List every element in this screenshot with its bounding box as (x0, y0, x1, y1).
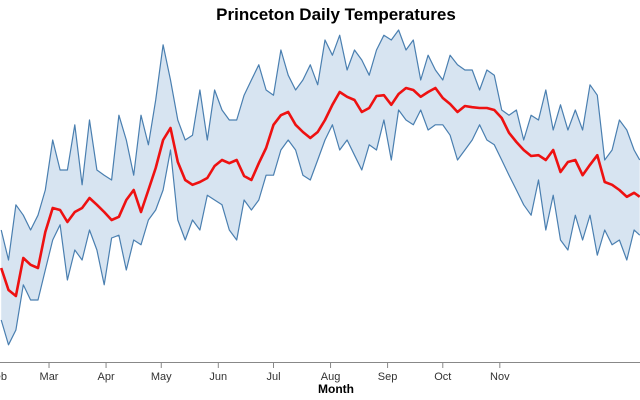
x-tick-label: Mar (40, 371, 59, 383)
x-tick-label: Oct (434, 371, 451, 383)
x-tick-label: Sep (378, 371, 398, 383)
x-tick-label: May (151, 371, 172, 383)
x-tick-label: Apr (97, 371, 114, 383)
x-axis-ticks: Feb Mar Apr May Jun Jul Aug Sep Oct Nov (0, 362, 510, 383)
x-axis-title: Month (318, 382, 354, 396)
x-tick-label: Jun (209, 371, 227, 383)
chart-title: Princeton Daily Temperatures (216, 5, 456, 24)
min-temperature-line (0, 109, 640, 346)
max-temperature-line (0, 29, 640, 261)
x-tick-label: Feb (0, 371, 7, 383)
x-tick-label: Jul (266, 371, 280, 383)
x-tick-label: Nov (490, 371, 510, 383)
mean-temperature-line (0, 86, 640, 298)
plot-area (0, 29, 640, 346)
min-max-band (1, 30, 640, 345)
x-tick-label: Aug (321, 371, 341, 383)
